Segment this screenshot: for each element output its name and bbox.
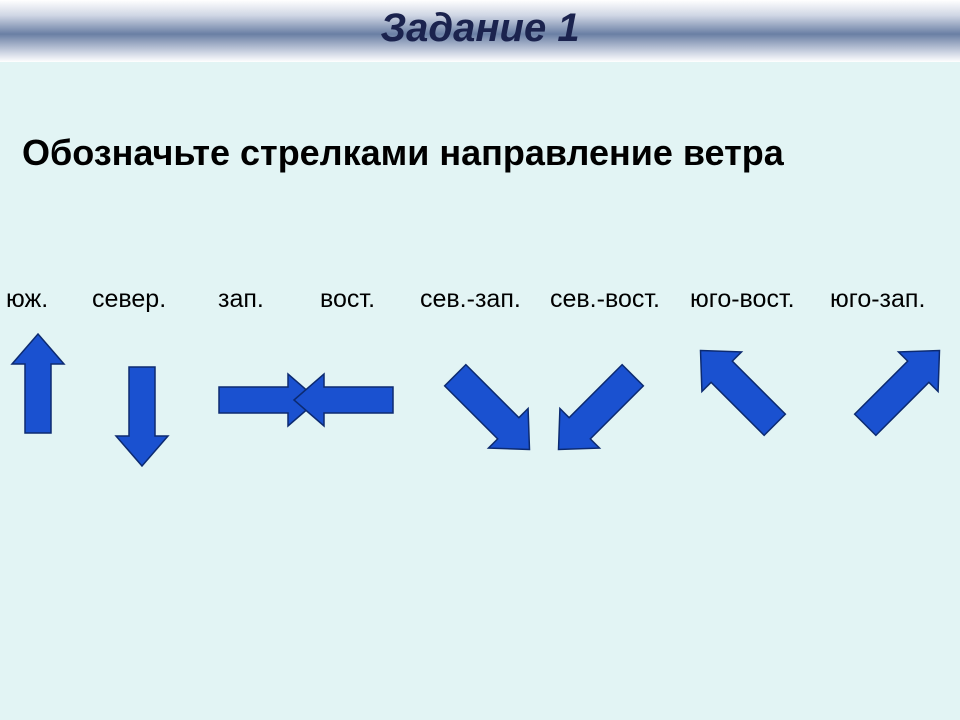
direction-label: зап.	[218, 285, 264, 314]
arrows-area	[0, 330, 960, 530]
arrow-icon	[538, 330, 678, 470]
arrow-icon	[680, 330, 820, 470]
arrow-icon	[820, 330, 960, 470]
direction-label: сев.-вост.	[550, 285, 660, 314]
slide: Задание 1 Обозначьте стрелками направлен…	[0, 0, 960, 720]
direction-label: север.	[92, 285, 166, 314]
arrow-icon	[410, 330, 550, 470]
header-bar: Задание 1	[0, 0, 960, 62]
direction-arrow	[290, 330, 430, 480]
direction-label: вост.	[320, 285, 375, 314]
direction-label: юго-зап.	[830, 285, 925, 314]
direction-arrow	[680, 330, 820, 480]
direction-arrow	[538, 330, 678, 480]
direction-arrow	[410, 330, 550, 480]
direction-label: сев.-зап.	[420, 285, 521, 314]
arrow-icon	[290, 330, 430, 470]
instruction-text: Обозначьте стрелками направление ветра	[22, 132, 784, 174]
page-title: Задание 1	[0, 6, 960, 51]
direction-label: юго-вост.	[690, 285, 795, 314]
direction-label: юж.	[6, 285, 48, 314]
direction-arrow	[820, 330, 960, 480]
